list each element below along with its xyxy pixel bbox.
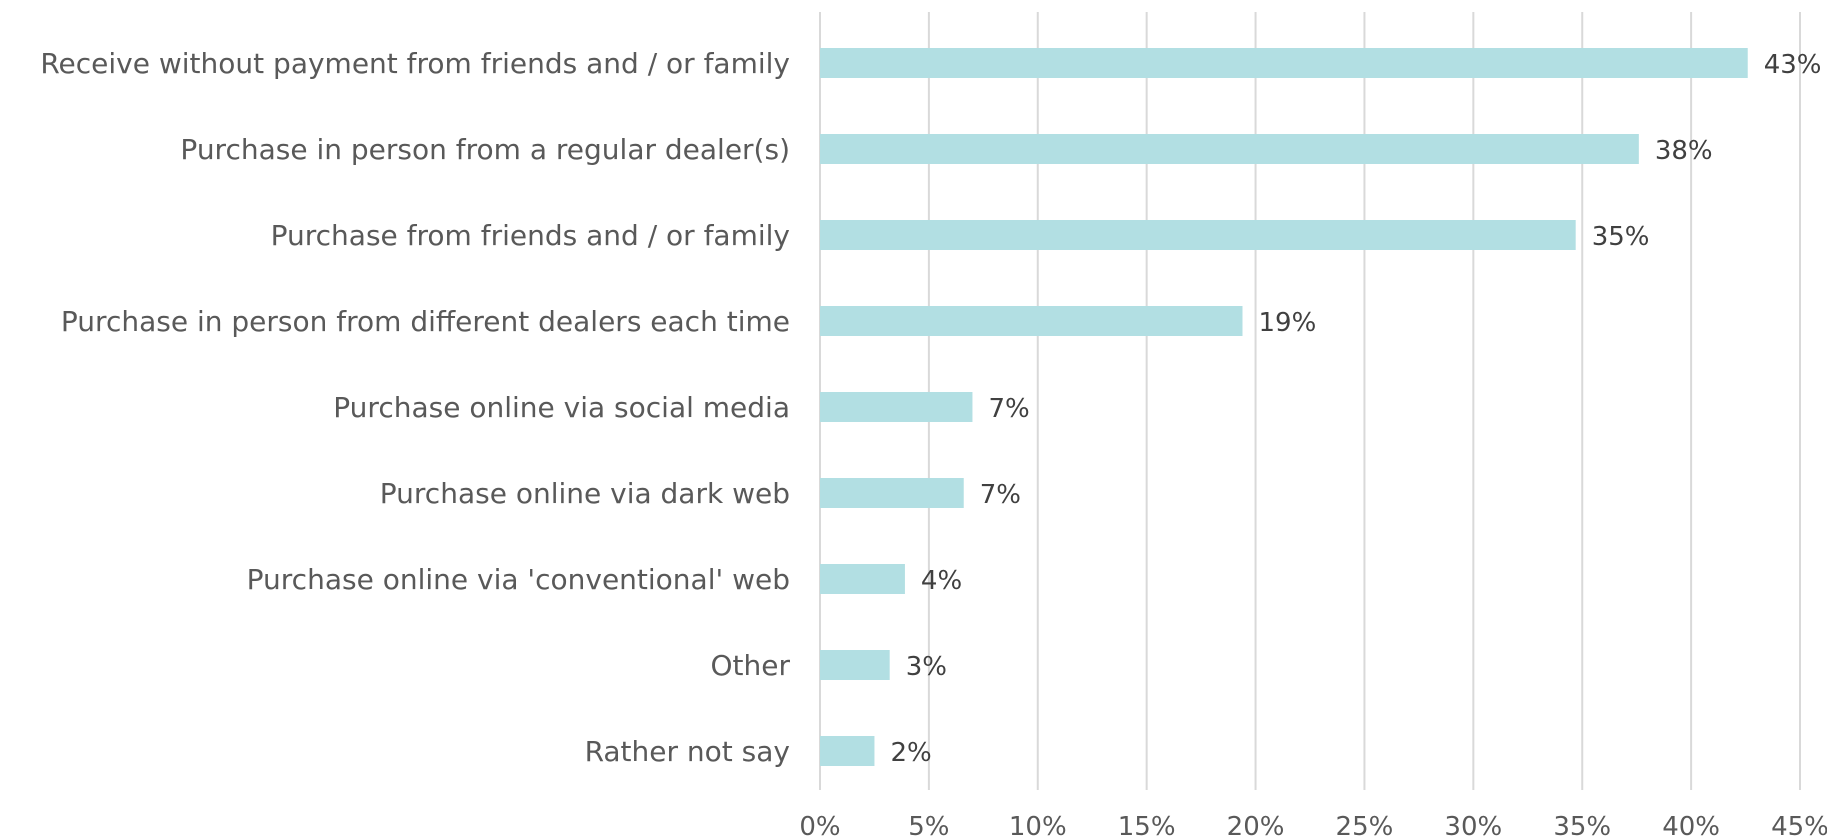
bar	[820, 48, 1748, 78]
value-label: 4%	[921, 566, 962, 596]
category-labels: Receive without payment from friends and…	[40, 47, 790, 768]
value-label: 43%	[1764, 50, 1822, 80]
x-tick-label: 35%	[1553, 812, 1611, 838]
value-label: 2%	[890, 738, 931, 768]
value-label: 19%	[1258, 308, 1316, 338]
value-label: 7%	[988, 394, 1029, 424]
x-tick-label: 0%	[799, 812, 840, 838]
bar	[820, 736, 875, 766]
x-tick-label: 45%	[1771, 812, 1827, 838]
x-tick-label: 30%	[1444, 812, 1502, 838]
x-tick-label: 10%	[1009, 812, 1067, 838]
value-label: 35%	[1592, 222, 1650, 252]
category-label: Purchase online via dark web	[380, 477, 790, 510]
value-labels: 43% 38% 35% 19% 7% 7% 4% 3% 2%	[890, 50, 1821, 768]
category-label: Other	[710, 649, 790, 682]
category-label: Purchase in person from different dealer…	[61, 305, 790, 338]
bar	[820, 564, 905, 594]
x-tick-label: 25%	[1336, 812, 1394, 838]
x-axis-tick-labels: 0% 5% 10% 15% 20% 25% 30% 35% 40% 45%	[799, 812, 1827, 838]
x-tick-label: 20%	[1227, 812, 1285, 838]
category-label: Purchase online via 'conventional' web	[247, 563, 790, 596]
bar	[820, 478, 964, 508]
x-tick-label: 40%	[1662, 812, 1720, 838]
bar	[820, 306, 1243, 336]
x-tick-label: 5%	[908, 812, 949, 838]
bar	[820, 392, 973, 422]
category-label: Purchase in person from a regular dealer…	[180, 133, 790, 166]
bars	[820, 48, 1748, 766]
value-label: 38%	[1655, 136, 1713, 166]
bar	[820, 650, 890, 680]
value-label: 3%	[906, 652, 947, 682]
bar	[820, 134, 1639, 164]
bar	[820, 220, 1576, 250]
category-label: Purchase online via social media	[333, 391, 790, 424]
value-label: 7%	[980, 480, 1021, 510]
x-tick-label: 15%	[1118, 812, 1176, 838]
category-label: Purchase from friends and / or family	[271, 219, 790, 252]
category-label: Receive without payment from friends and…	[40, 47, 790, 80]
category-label: Rather not say	[585, 735, 790, 768]
